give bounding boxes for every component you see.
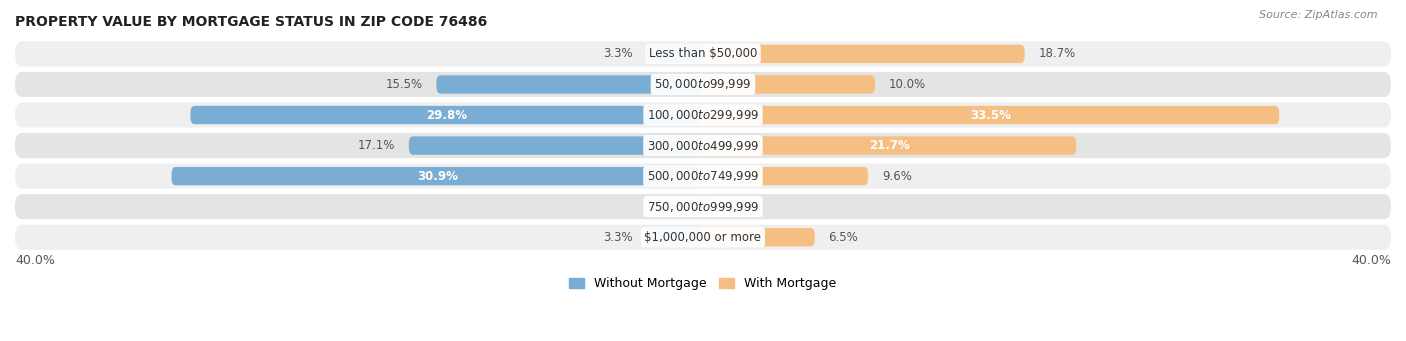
Text: Source: ZipAtlas.com: Source: ZipAtlas.com <box>1260 10 1378 20</box>
FancyBboxPatch shape <box>15 225 1391 250</box>
FancyBboxPatch shape <box>15 194 1391 219</box>
Text: Less than $50,000: Less than $50,000 <box>648 47 758 60</box>
FancyBboxPatch shape <box>15 103 1391 128</box>
Legend: Without Mortgage, With Mortgage: Without Mortgage, With Mortgage <box>564 272 842 296</box>
Text: 3.3%: 3.3% <box>603 47 633 60</box>
FancyBboxPatch shape <box>190 106 703 124</box>
Text: PROPERTY VALUE BY MORTGAGE STATUS IN ZIP CODE 76486: PROPERTY VALUE BY MORTGAGE STATUS IN ZIP… <box>15 15 488 29</box>
Text: 10.0%: 10.0% <box>889 78 927 91</box>
FancyBboxPatch shape <box>15 164 1391 189</box>
FancyBboxPatch shape <box>703 45 1025 63</box>
Text: $750,000 to $999,999: $750,000 to $999,999 <box>647 200 759 214</box>
Text: 29.8%: 29.8% <box>426 108 467 121</box>
Text: 0.0%: 0.0% <box>728 200 758 213</box>
Text: $500,000 to $749,999: $500,000 to $749,999 <box>647 169 759 183</box>
FancyBboxPatch shape <box>172 167 703 185</box>
FancyBboxPatch shape <box>703 167 868 185</box>
Text: 0.0%: 0.0% <box>648 200 678 213</box>
FancyBboxPatch shape <box>703 197 711 216</box>
FancyBboxPatch shape <box>703 75 875 94</box>
FancyBboxPatch shape <box>15 41 1391 66</box>
FancyBboxPatch shape <box>647 228 703 247</box>
FancyBboxPatch shape <box>647 45 703 63</box>
FancyBboxPatch shape <box>703 136 1076 155</box>
Text: 15.5%: 15.5% <box>385 78 423 91</box>
Text: 9.6%: 9.6% <box>882 169 911 183</box>
Text: 30.9%: 30.9% <box>416 169 458 183</box>
Text: 17.1%: 17.1% <box>357 139 395 152</box>
FancyBboxPatch shape <box>436 75 703 94</box>
FancyBboxPatch shape <box>409 136 703 155</box>
Text: 6.5%: 6.5% <box>828 231 858 244</box>
Text: $1,000,000 or more: $1,000,000 or more <box>644 231 762 244</box>
Text: $100,000 to $299,999: $100,000 to $299,999 <box>647 108 759 122</box>
FancyBboxPatch shape <box>695 197 703 216</box>
Text: 33.5%: 33.5% <box>970 108 1011 121</box>
Text: 18.7%: 18.7% <box>1039 47 1076 60</box>
Text: 40.0%: 40.0% <box>15 254 55 267</box>
FancyBboxPatch shape <box>15 72 1391 97</box>
Text: 40.0%: 40.0% <box>1351 254 1391 267</box>
FancyBboxPatch shape <box>703 106 1279 124</box>
Text: $300,000 to $499,999: $300,000 to $499,999 <box>647 138 759 152</box>
Text: 3.3%: 3.3% <box>603 231 633 244</box>
FancyBboxPatch shape <box>703 228 815 247</box>
Text: $50,000 to $99,999: $50,000 to $99,999 <box>654 77 752 91</box>
Text: 21.7%: 21.7% <box>869 139 910 152</box>
FancyBboxPatch shape <box>15 133 1391 158</box>
